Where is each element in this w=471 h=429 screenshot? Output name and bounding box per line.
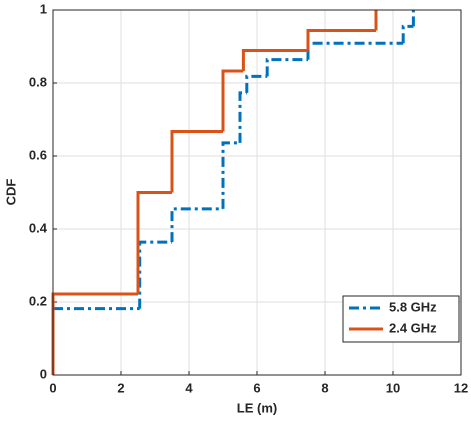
- step-segment: [170, 130, 223, 193]
- step-segment: [306, 28, 376, 51]
- x-tick-label: 6: [253, 380, 260, 395]
- legend-label: 5.8 GHz: [389, 299, 437, 314]
- legend-label: 2.4 GHz: [389, 320, 437, 335]
- y-tick-label: 0.8: [29, 74, 47, 89]
- step-segment: [238, 91, 247, 143]
- x-tick-label: 4: [185, 380, 193, 395]
- step-segment: [401, 24, 414, 44]
- legend: 5.8 GHz 2.4 GHz: [342, 295, 460, 343]
- step-segment: [265, 58, 308, 77]
- y-axis-label: CDF: [3, 179, 18, 206]
- x-tick-label: 8: [321, 380, 328, 395]
- x-axis-label: LE (m): [237, 400, 277, 415]
- y-tick-label: 0.6: [29, 147, 47, 162]
- x-tick-label: 12: [454, 380, 468, 395]
- x-tick-label: 10: [386, 380, 400, 395]
- y-tick-label: 0.2: [29, 293, 47, 308]
- step-segment: [138, 240, 172, 309]
- step-segment: [221, 141, 240, 209]
- y-tick-label: 1: [40, 1, 47, 16]
- x-tick-label: 2: [117, 380, 124, 395]
- x-tick-label: 0: [49, 380, 56, 395]
- step-segment: [306, 41, 404, 60]
- y-tick-label: 0.4: [29, 220, 48, 235]
- y-tick-label: 0: [40, 366, 47, 381]
- step-segment: [245, 74, 268, 93]
- step-segment: [51, 292, 138, 375]
- step-segment: [170, 207, 223, 243]
- step-segment: [136, 191, 172, 294]
- step-segment: [241, 49, 308, 71]
- legend-box: [342, 295, 460, 343]
- step-segment: [221, 69, 244, 132]
- plot-frame: [52, 9, 462, 376]
